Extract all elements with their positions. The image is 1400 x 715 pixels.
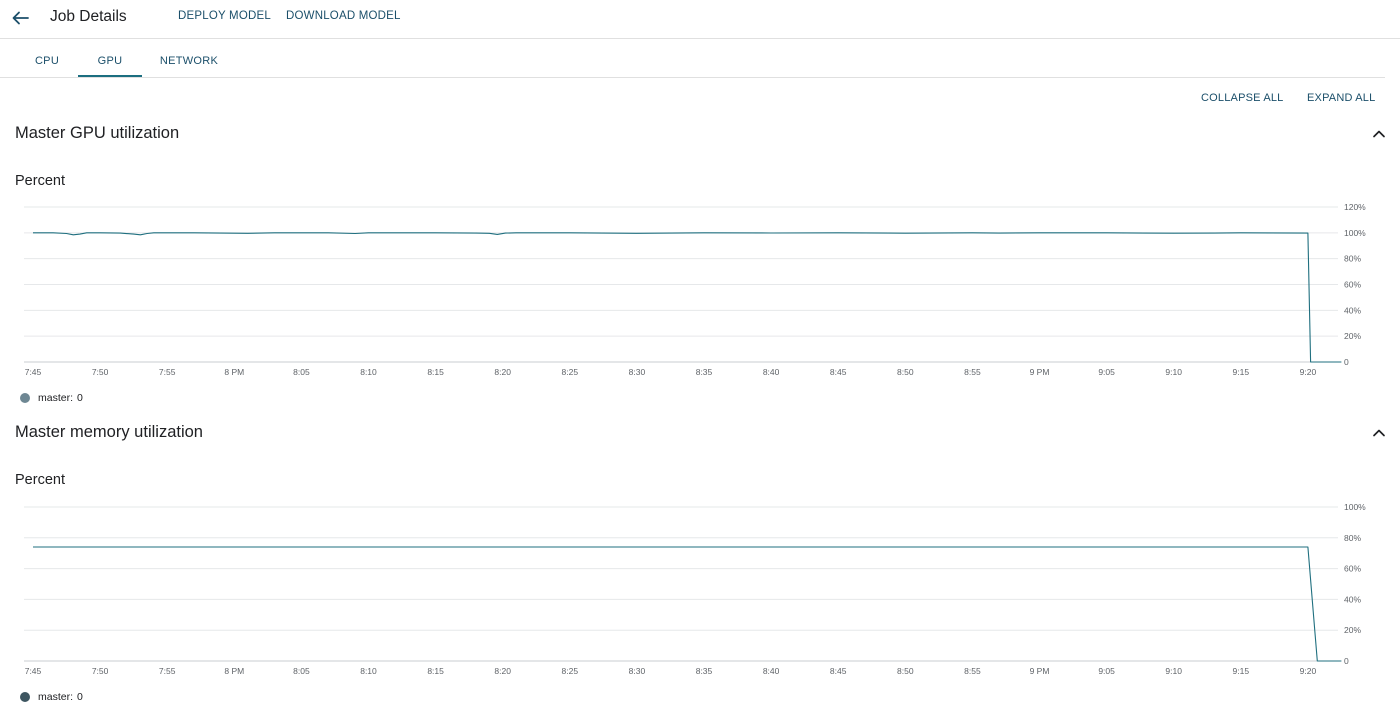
download-model-button[interactable]: DOWNLOAD MODEL <box>286 10 401 22</box>
chevron-up-icon[interactable] <box>1370 125 1388 143</box>
x-tick-label: 8:40 <box>763 367 780 377</box>
active-tab-indicator <box>78 75 142 77</box>
x-tick-label: 7:45 <box>25 666 42 676</box>
x-tick-label: 8:10 <box>360 666 377 676</box>
x-tick-label: 9:20 <box>1300 367 1317 377</box>
x-tick-label: 7:50 <box>92 666 109 676</box>
memory-chart-legend: master: 0 <box>20 691 83 703</box>
x-tick-label: 8:25 <box>562 367 579 377</box>
legend-series-value: 0 <box>77 392 83 404</box>
x-tick-label: 8:05 <box>293 367 310 377</box>
series-line-master <box>33 546 1342 662</box>
legend-series-name: master: <box>38 691 74 703</box>
tab-gpu[interactable]: GPU <box>97 55 123 67</box>
x-tick-label: 8:55 <box>964 367 981 377</box>
y-tick-label: 100% <box>1344 228 1366 238</box>
legend-dot-icon <box>20 692 30 702</box>
x-tick-label: 8:20 <box>494 666 511 676</box>
expand-all-button[interactable]: EXPAND ALL <box>1307 92 1376 104</box>
x-tick-label: 8:30 <box>629 367 646 377</box>
gpu-utilization-chart: 0 20% 40% 60% 80% 100% 120% 7:45 7:50 7:55 8 PM 8:0… <box>24 202 1366 377</box>
top-app-bar: Job Details DEPLOY MODEL DOWNLOAD MODEL <box>0 0 1400 39</box>
x-tick-label: 7:55 <box>159 666 176 676</box>
x-tick-label: 9:05 <box>1098 666 1115 676</box>
y-tick-label: 80% <box>1344 533 1361 543</box>
x-tick-label: 9:10 <box>1165 367 1182 377</box>
legend-dot-icon <box>20 393 30 403</box>
x-tick-label: 8:45 <box>830 367 847 377</box>
y-tick-label: 40% <box>1344 305 1361 315</box>
deploy-model-button[interactable]: DEPLOY MODEL <box>178 10 271 22</box>
x-tick-label: 8:10 <box>360 367 377 377</box>
x-tick-label: 8:45 <box>830 666 847 676</box>
gpu-section-title: Master GPU utilization <box>15 124 180 142</box>
x-tick-label: 8:05 <box>293 666 310 676</box>
page-title: Job Details <box>50 8 127 25</box>
legend-series-name: master: <box>38 392 74 404</box>
gpu-chart-legend: master: 0 <box>20 392 83 404</box>
chevron-up-icon[interactable] <box>1370 424 1388 442</box>
x-tick-label: 8:50 <box>897 367 914 377</box>
memory-chart-ylabel: Percent <box>15 472 65 488</box>
tab-cpu[interactable]: CPU <box>34 55 60 67</box>
x-tick-label: 9 PM <box>1030 367 1050 377</box>
x-tick-label: 7:45 <box>25 367 42 377</box>
x-tick-label: 8:35 <box>696 666 713 676</box>
x-tick-label: 9:15 <box>1233 666 1250 676</box>
x-tick-label: 8:30 <box>629 666 646 676</box>
metric-tabs: CPU GPU NETWORK <box>0 39 1385 78</box>
x-tick-label: 8:25 <box>562 666 579 676</box>
x-tick-label: 8:50 <box>897 666 914 676</box>
x-tick-label: 8:55 <box>964 666 981 676</box>
x-tick-label: 8 PM <box>224 367 244 377</box>
memory-utilization-chart: 0 20% 40% 60% 80% 100% 7:45 7:50 7:55 8 PM 8:05 8:1… <box>24 502 1366 676</box>
y-tick-label: 0 <box>1344 357 1349 367</box>
x-tick-label: 8:20 <box>494 367 511 377</box>
y-tick-label: 60% <box>1344 280 1361 290</box>
x-tick-label: 8 PM <box>224 666 244 676</box>
back-arrow-icon[interactable] <box>8 6 32 30</box>
x-tick-label: 9:10 <box>1165 666 1182 676</box>
x-tick-label: 7:55 <box>159 367 176 377</box>
legend-series-value: 0 <box>77 691 83 703</box>
gpu-chart-ylabel: Percent <box>15 173 65 189</box>
series-line-master <box>33 232 1342 363</box>
x-tick-label: 7:50 <box>92 367 109 377</box>
y-tick-label: 80% <box>1344 254 1361 264</box>
x-tick-label: 9:15 <box>1233 367 1250 377</box>
y-tick-label: 100% <box>1344 502 1366 512</box>
y-tick-label: 20% <box>1344 625 1361 635</box>
x-tick-label: 9 PM <box>1030 666 1050 676</box>
tab-network[interactable]: NETWORK <box>159 55 219 67</box>
y-tick-label: 20% <box>1344 331 1361 341</box>
y-tick-label: 40% <box>1344 594 1361 604</box>
y-tick-label: 60% <box>1344 564 1361 574</box>
collapse-all-button[interactable]: COLLAPSE ALL <box>1201 92 1284 104</box>
x-tick-label: 8:35 <box>696 367 713 377</box>
x-tick-label: 9:20 <box>1300 666 1317 676</box>
x-tick-label: 9:05 <box>1098 367 1115 377</box>
memory-section-title: Master memory utilization <box>15 423 203 441</box>
x-tick-label: 8:15 <box>427 666 444 676</box>
x-tick-label: 8:15 <box>427 367 444 377</box>
x-tick-label: 8:40 <box>763 666 780 676</box>
y-tick-label: 0 <box>1344 656 1349 666</box>
y-tick-label: 120% <box>1344 202 1366 212</box>
